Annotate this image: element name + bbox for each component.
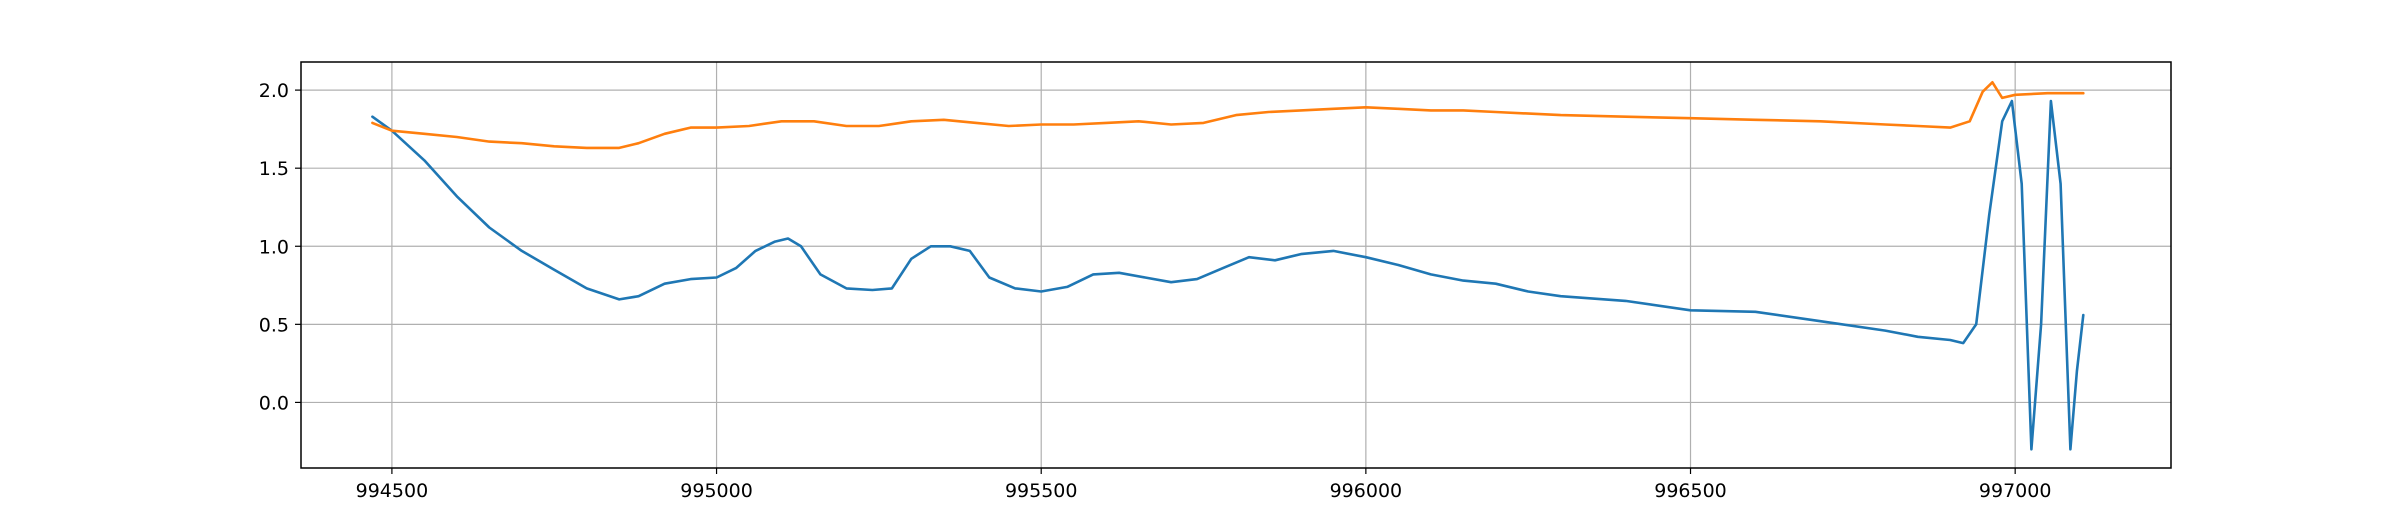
series-line-2	[371, 81, 2085, 150]
x-tick-label: 995000	[680, 480, 753, 502]
y-tick-label: 0.0	[259, 392, 289, 414]
x-tick-label: 996000	[1330, 480, 1403, 502]
grid	[301, 62, 2171, 468]
x-tick-label: 996500	[1654, 480, 1727, 502]
axes-frame	[300, 61, 2172, 469]
x-tick-label: 997000	[1979, 480, 2052, 502]
plot-area	[301, 62, 2171, 468]
y-tick-label: 1.0	[259, 236, 289, 258]
x-tick-label: 995500	[1005, 480, 1078, 502]
y-tick-label: 0.5	[259, 314, 289, 336]
x-tick-label: 994500	[356, 480, 429, 502]
y-tick-label: 1.5	[259, 158, 289, 180]
series-group	[371, 81, 2085, 451]
y-tick-label: 2.0	[259, 80, 289, 102]
ticks: 994500 995000 995500 996000 996500 997000 0.0 0…	[259, 80, 2052, 502]
series-line-1	[371, 99, 2085, 451]
